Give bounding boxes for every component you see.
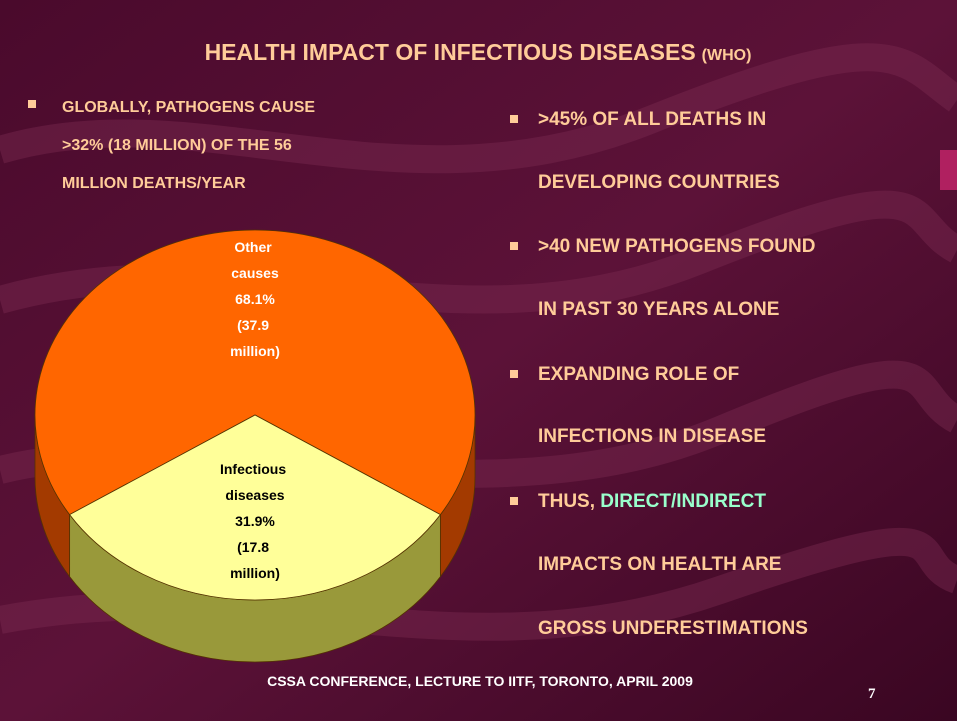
bullet-text: EXPANDING ROLE OF (538, 364, 739, 385)
bullet-text: >40 NEW PATHOGENS FOUND (538, 236, 815, 257)
bullet (510, 497, 518, 505)
pie-label-line: causes (231, 265, 279, 281)
bullet-text: >45% OF ALL DEATHS IN (538, 109, 766, 130)
title-main: HEALTH IMPACT OF INFECTIOUS DISEASES (205, 39, 696, 65)
pie-label: Other causes (231, 239, 279, 281)
bullet-text: IN PAST 30 YEARS ALONE (538, 299, 779, 320)
pie-label-line: diseases (225, 487, 284, 503)
pie-label: (37.9 million) (230, 317, 280, 359)
bullet (28, 100, 36, 108)
highlight: DIRECT/INDIRECT (600, 491, 766, 512)
footer: CSSA CONFERENCE, LECTURE TO IITF, TORONT… (267, 673, 693, 689)
pie-label-line: (37.9 (237, 317, 273, 333)
slide-title: HEALTH IMPACT OF INFECTIOUS DISEASES (WHO… (205, 39, 752, 65)
edge-tab (940, 150, 957, 190)
left-text: MILLION DEATHS/YEAR (62, 175, 246, 192)
page-number: 7 (868, 686, 876, 702)
bullet-text: DEVELOPING COUNTRIES (538, 172, 780, 193)
pie-value-label: 68.1% (235, 291, 275, 307)
pie-slice (69, 414, 441, 601)
left-text: GLOBALLY, PATHOGENS CAUSE (62, 99, 315, 116)
bullet-text: THUS, DIRECT/INDIRECT (538, 491, 766, 512)
bullet-lead: THUS, (538, 491, 600, 512)
pie-value-label: 31.9% (235, 513, 275, 529)
bullet (510, 242, 518, 250)
bullet-text: IMPACTS ON HEALTH ARE (538, 554, 781, 575)
content: GLOBALLY, PATHOGENS CAUSE >32% (18 MILLIO… (28, 99, 815, 663)
pie-label-line: (17.8 (237, 539, 273, 555)
bullet-text: INFECTIONS IN DISEASE (538, 426, 766, 447)
left-text: >32% (18 MILLION) OF THE 56 (62, 137, 292, 154)
pie-label-line: Other (234, 239, 275, 255)
bullet (510, 370, 518, 378)
pie-label: (17.8 million) (230, 539, 280, 581)
bullet-text: GROSS UNDERESTIMATIONS (538, 618, 808, 639)
pie-label-line: Infectious (220, 461, 290, 477)
pie-label-line: million) (230, 343, 280, 359)
pie-label-line: million) (230, 565, 280, 581)
pie-label: Infectious diseases (220, 461, 290, 503)
pie-slice (34, 229, 476, 516)
bullet (510, 115, 518, 123)
title-note: (WHO) (702, 47, 752, 64)
